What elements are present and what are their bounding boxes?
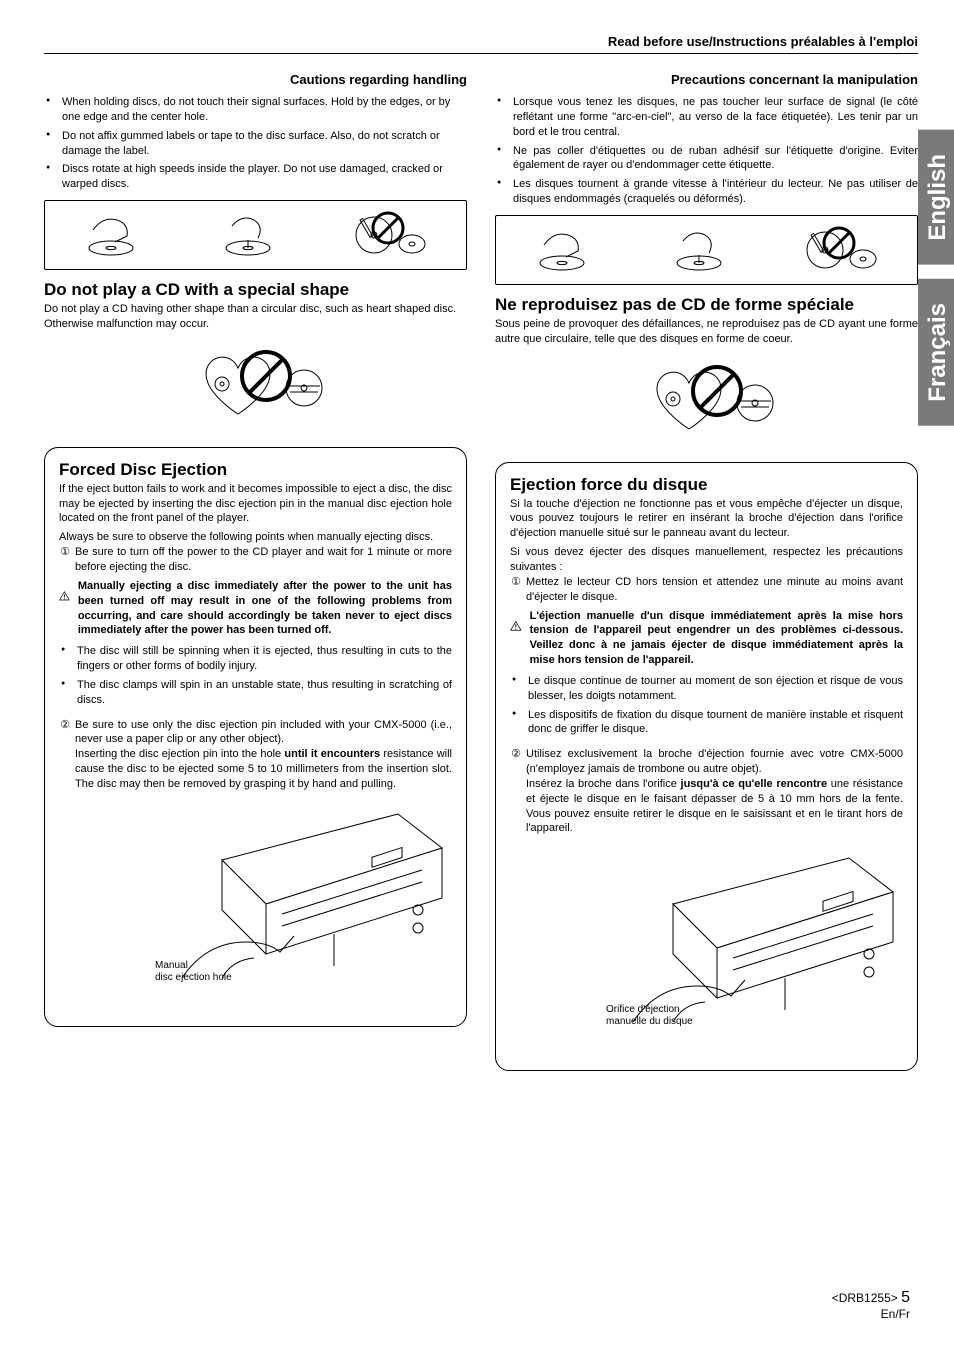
panel-title-en: Forced Disc Ejection bbox=[59, 460, 452, 480]
heading-special-shape-fr: Ne reproduisez pas de CD de forme spécia… bbox=[495, 295, 918, 315]
panel-p1-en: If the eject button fails to work and it… bbox=[59, 482, 452, 527]
panel-step1-fr: ①Mettez le lecteur CD hors tension et at… bbox=[510, 575, 903, 605]
heart-cd-figure-en bbox=[44, 340, 467, 435]
warning-row-fr: L'éjection manuelle d'un disque immédiat… bbox=[510, 609, 903, 668]
hand-disc-icon bbox=[536, 227, 606, 273]
panel-forced-ejection-en: Forced Disc Ejection If the eject button… bbox=[44, 447, 467, 1027]
warning-icon bbox=[510, 609, 522, 643]
tab-francais: Français bbox=[918, 279, 954, 426]
panel-bullets-en: The disc will still be spinning when it … bbox=[59, 644, 452, 707]
disc-handling-figure-fr bbox=[495, 215, 918, 285]
bullet: Les dispositifs de fixation du disque to… bbox=[510, 708, 903, 738]
bullet: Le disque continue de tourner au moment … bbox=[510, 674, 903, 704]
step1-text: Be sure to turn off the power to the CD … bbox=[75, 546, 452, 573]
panel-p2-en: Always be sure to observe the following … bbox=[59, 530, 452, 545]
device-label-en: Manual disc ejection hole bbox=[155, 960, 232, 984]
bullet: Discs rotate at high speeds inside the p… bbox=[44, 162, 467, 192]
step2a: Be sure to use only the disc ejection pi… bbox=[75, 719, 452, 746]
tab-english: English bbox=[918, 130, 954, 265]
panel-step2-fr: ② Utilisez exclusivement la broche d'éje… bbox=[510, 747, 903, 836]
warning-row-en: Manually ejecting a disc immediately aft… bbox=[59, 579, 452, 638]
panel-title-fr: Ejection force du disque bbox=[510, 475, 903, 495]
bullet: The disc clamps will spin in an unstable… bbox=[59, 678, 452, 708]
page-number: 5 bbox=[901, 1289, 910, 1306]
panel-p1-fr: Si la touche d'éjection ne fonctionne pa… bbox=[510, 497, 903, 542]
bullet: Lorsque vous tenez les disques, ne pas t… bbox=[495, 95, 918, 140]
hand-disc-icon bbox=[218, 212, 288, 258]
device-figure-fr: Orifice d'éjection manuelle du disque bbox=[510, 846, 903, 1056]
warning-icon bbox=[59, 579, 70, 613]
panel-bullets-fr: Le disque continue de tourner au moment … bbox=[510, 674, 903, 737]
handling-bullets-fr: Lorsque vous tenez les disques, ne pas t… bbox=[495, 95, 918, 207]
panel-forced-ejection-fr: Ejection force du disque Si la touche d'… bbox=[495, 462, 918, 1072]
disc-handling-figure-en bbox=[44, 200, 467, 270]
no-heart-cd-icon bbox=[186, 340, 326, 430]
bullet: Les disques tournent à grande vitesse à … bbox=[495, 177, 918, 207]
warning-text-fr: L'éjection manuelle d'un disque immédiat… bbox=[530, 609, 903, 668]
step2b-bold: jusqu'à ce qu'elle rencontre bbox=[681, 778, 828, 790]
step2b-bold: until it encounters bbox=[284, 748, 380, 760]
circled-2: ② bbox=[509, 747, 523, 762]
no-pencil-disc-icon bbox=[352, 210, 426, 260]
handling-bullets-en: When holding discs, do not touch their s… bbox=[44, 95, 467, 192]
para-special-shape-en: Do not play a CD having other shape than… bbox=[44, 302, 467, 332]
panel-step1-en: ①Be sure to turn off the power to the CD… bbox=[59, 545, 452, 575]
columns: Cautions regarding handling When holding… bbox=[44, 72, 918, 1071]
heading-special-shape-en: Do not play a CD with a special shape bbox=[44, 280, 467, 300]
no-heart-cd-icon bbox=[637, 355, 777, 445]
circled-1: ① bbox=[509, 575, 523, 590]
panel-step2-en: ② Be sure to use only the disc ejection … bbox=[59, 718, 452, 792]
header-rule bbox=[44, 53, 918, 54]
page-footer: <DRB1255> 5 En/Fr bbox=[832, 1289, 910, 1321]
warning-text-en: Manually ejecting a disc immediately aft… bbox=[78, 579, 452, 638]
device-figure-en: Manual disc ejection hole bbox=[59, 802, 452, 1012]
language-tabs: English Français bbox=[918, 130, 954, 439]
column-francais: Precautions concernant la manipulation L… bbox=[495, 72, 918, 1071]
heart-cd-figure-fr bbox=[495, 355, 918, 450]
step1-text: Mettez le lecteur CD hors tension et att… bbox=[526, 576, 903, 603]
hand-disc-icon bbox=[669, 227, 739, 273]
no-pencil-disc-icon bbox=[803, 225, 877, 275]
step2a: Utilisez exclusivement la broche d'éject… bbox=[526, 748, 903, 775]
hand-disc-icon bbox=[85, 212, 155, 258]
footer-langs: En/Fr bbox=[881, 1307, 910, 1321]
column-english: Cautions regarding handling When holding… bbox=[44, 72, 467, 1071]
subhead-fr: Precautions concernant la manipulation bbox=[495, 72, 918, 87]
step2b-pre: Inserting the disc ejection pin into the… bbox=[75, 748, 284, 760]
circled-2: ② bbox=[58, 718, 72, 733]
circled-1: ① bbox=[58, 545, 72, 560]
running-header: Read before use/Instructions préalables … bbox=[44, 34, 918, 49]
page: Read before use/Instructions préalables … bbox=[0, 0, 954, 1351]
doc-code: <DRB1255> bbox=[832, 1291, 898, 1305]
bullet: When holding discs, do not touch their s… bbox=[44, 95, 467, 125]
step2b-pre: Insérez la broche dans l'orifice bbox=[526, 778, 681, 790]
bullet: Ne pas coller d'étiquettes ou de ruban a… bbox=[495, 144, 918, 174]
subhead-en: Cautions regarding handling bbox=[44, 72, 467, 87]
bullet: The disc will still be spinning when it … bbox=[59, 644, 452, 674]
device-label-fr: Orifice d'éjection manuelle du disque bbox=[606, 1004, 693, 1028]
bullet: Do not affix gummed labels or tape to th… bbox=[44, 129, 467, 159]
para-special-shape-fr: Sous peine de provoquer des défaillances… bbox=[495, 317, 918, 347]
panel-p2-fr: Si vous devez éjecter des disques manuel… bbox=[510, 545, 903, 575]
